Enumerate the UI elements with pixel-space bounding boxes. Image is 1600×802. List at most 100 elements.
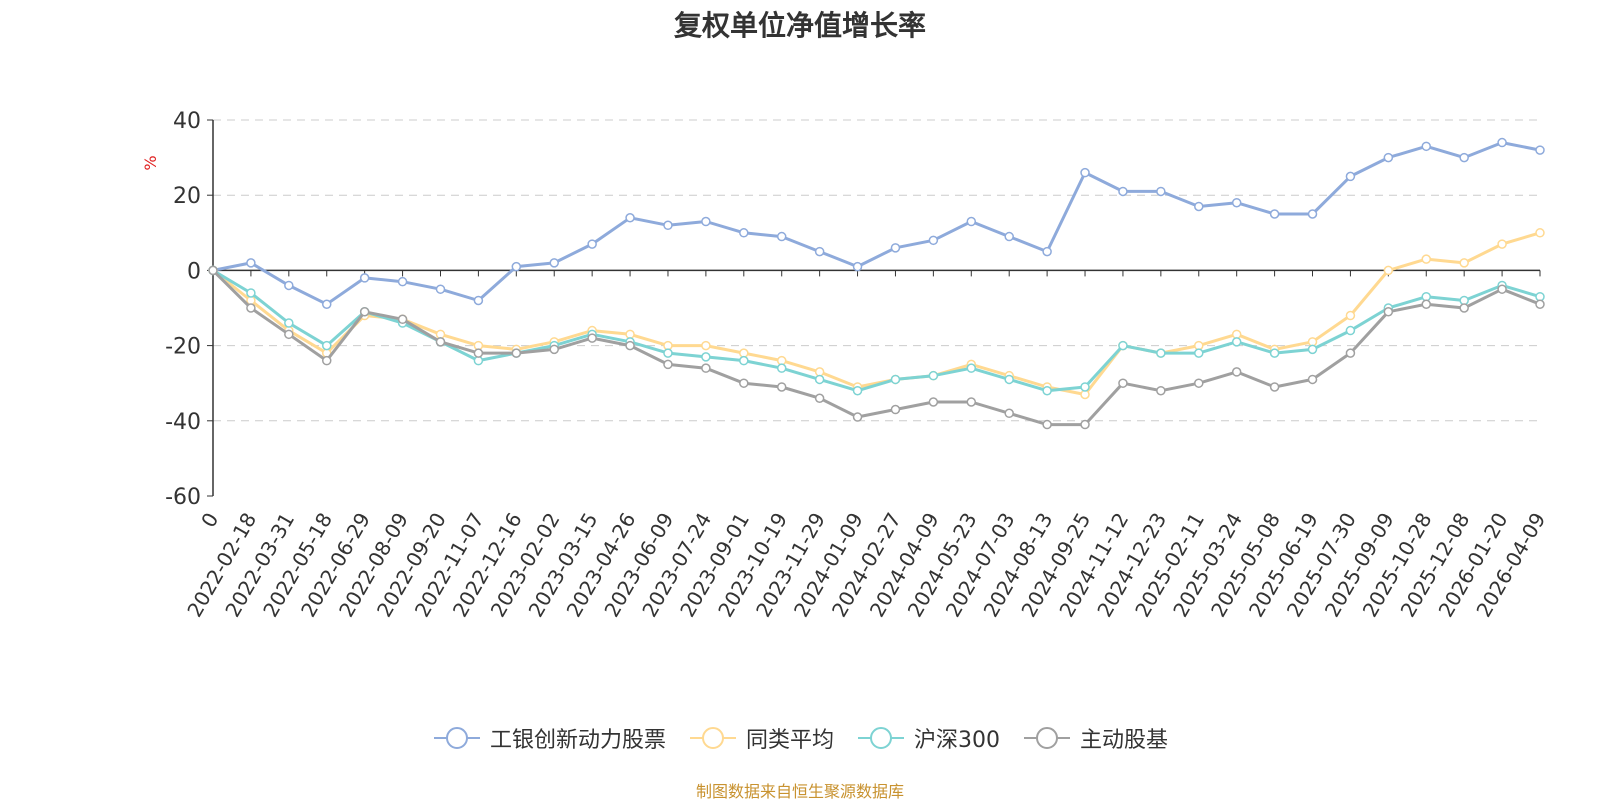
- data-point: [1118, 186, 1128, 197]
- data-point: [321, 340, 332, 351]
- data-point: [776, 231, 787, 242]
- y-tick-label: -40: [165, 410, 201, 435]
- legend-label: 主动股基: [1080, 728, 1169, 753]
- series-group: [208, 228, 1545, 400]
- legend-label: 沪深300: [914, 728, 1000, 753]
- data-point: [701, 340, 711, 351]
- data-point: [890, 404, 901, 415]
- data-point: [511, 261, 522, 272]
- data-point: [1345, 348, 1356, 358]
- data-point: [1080, 167, 1090, 178]
- data-point: [549, 344, 559, 355]
- y-tick-labels: 40 20 0 -20 -40 -60: [165, 109, 201, 510]
- y-tick-label: 20: [173, 184, 201, 209]
- data-point: [473, 295, 484, 306]
- data-point: [359, 307, 370, 317]
- data-point: [1459, 152, 1469, 163]
- source-note: 制图数据来自恒生聚源数据库: [695, 782, 904, 801]
- axes: [207, 119, 1541, 497]
- data-point: [1118, 378, 1128, 388]
- series-line: [212, 231, 1541, 396]
- data-point: [1194, 201, 1204, 212]
- data-point: [928, 397, 939, 407]
- data-point: [321, 299, 332, 309]
- data-point: [663, 348, 673, 358]
- data-point: [776, 382, 787, 392]
- data-point: [1269, 348, 1280, 358]
- legend-label: 同类平均: [745, 728, 834, 753]
- data-point: [284, 329, 294, 340]
- data-point: [587, 239, 597, 249]
- legend-item[interactable]: 主动股基: [1022, 722, 1168, 754]
- data-point: [739, 355, 749, 366]
- data-point: [1345, 325, 1356, 336]
- data-point: [663, 359, 673, 370]
- data-point: [1307, 209, 1318, 219]
- series-group: [208, 265, 1545, 396]
- data-point: [814, 246, 825, 257]
- legend-circle-icon: [689, 727, 736, 749]
- data-point: [1156, 385, 1166, 396]
- data-point: [739, 228, 749, 238]
- data-point: [890, 374, 901, 385]
- data-point: [1345, 171, 1356, 182]
- data-point: [1383, 307, 1394, 317]
- data-point: [966, 216, 977, 227]
- data-point: [739, 378, 749, 388]
- data-point: [246, 288, 256, 298]
- data-point: [776, 363, 787, 373]
- legend-item[interactable]: 工银创新动力股票: [432, 722, 666, 754]
- data-point: [1156, 348, 1166, 358]
- legend-circle-icon: [433, 727, 480, 749]
- data-point: [284, 280, 294, 291]
- data-point: [321, 355, 332, 366]
- data-point: [1345, 310, 1356, 321]
- data-point: [208, 265, 218, 276]
- legend-item[interactable]: 同类平均: [688, 722, 834, 754]
- data-point: [246, 303, 256, 313]
- data-point: [1042, 385, 1052, 396]
- data-point: [1421, 141, 1432, 152]
- data-point: [625, 340, 635, 351]
- data-point: [1004, 408, 1014, 419]
- data-point: [1459, 258, 1469, 268]
- series-group: [208, 137, 1545, 309]
- data-point: [1231, 337, 1242, 347]
- data-point: [435, 284, 446, 294]
- data-point: [966, 397, 977, 407]
- data-point: [1383, 152, 1394, 163]
- data-point: [852, 261, 863, 272]
- data-point: [701, 216, 711, 227]
- legend-circle-icon: [1024, 727, 1070, 749]
- y-tick-label: 0: [187, 259, 201, 284]
- data-point: [1421, 254, 1432, 264]
- data-point: [928, 235, 939, 246]
- data-point: [1535, 299, 1545, 309]
- data-point: [966, 363, 977, 373]
- data-point: [284, 318, 294, 328]
- data-point: [359, 273, 370, 283]
- data-point: [1004, 231, 1014, 242]
- chart-title: 复权单位净值增长率: [673, 9, 926, 42]
- data-point: [852, 385, 863, 396]
- data-point: [1269, 382, 1280, 392]
- data-point: [397, 276, 408, 287]
- series-line: [212, 269, 1541, 393]
- data-point: [1194, 378, 1204, 388]
- data-point: [890, 243, 901, 253]
- legend-label: 工银创新动力股票: [489, 728, 666, 753]
- series-line: [211, 269, 1541, 427]
- data-point: [1421, 299, 1432, 309]
- data-point: [814, 393, 825, 403]
- y-tick-label: 40: [173, 109, 201, 134]
- legend-item[interactable]: 沪深300: [856, 722, 1000, 754]
- data-point: [473, 348, 484, 358]
- data-point: [511, 348, 522, 358]
- series-lines: [208, 137, 1545, 430]
- data-point: [1459, 303, 1469, 313]
- data-point: [1194, 348, 1204, 358]
- data-point: [1535, 228, 1545, 238]
- data-point: [397, 314, 408, 325]
- y-axis-label: %: [141, 155, 160, 170]
